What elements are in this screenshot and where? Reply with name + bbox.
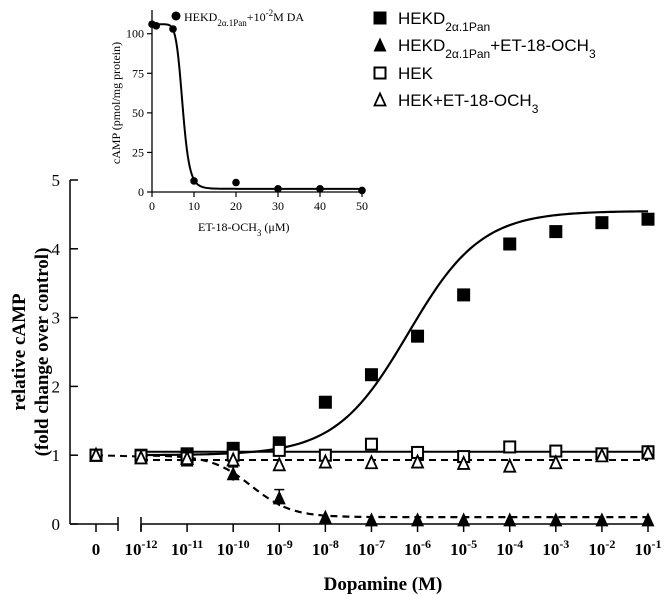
inset-y-tick-label: 0 (138, 185, 144, 199)
inset-point (274, 185, 282, 193)
y-tick-label: 1 (52, 446, 61, 465)
hek-et18-point (318, 453, 333, 469)
x-tick-label: 10-2 (588, 537, 615, 559)
hekd-et18-point (318, 509, 332, 524)
hekd-et18-point (411, 512, 425, 527)
legend-label: HEKD2α.1Pan (398, 9, 490, 34)
inset-y-tick-label: 25 (132, 145, 144, 159)
hekd-point (364, 368, 378, 382)
hek-et18-point (180, 449, 194, 466)
hek-et18-point (272, 456, 287, 472)
inset-x-tick-label: 40 (314, 199, 326, 213)
x-tick-label: 10-7 (358, 537, 385, 559)
y-tick-label: 3 (52, 309, 61, 328)
hek-et18-point (226, 451, 241, 467)
hek-et18-point (134, 449, 148, 465)
legend-marker (373, 66, 387, 80)
x-tick-label: 0 (92, 540, 101, 559)
inset-x-tick-label: 30 (272, 199, 284, 213)
inset-x-axis-label: ET-18-OCH3 (μM) (198, 220, 290, 238)
inset-point (232, 178, 240, 187)
inset-point (316, 185, 324, 193)
hek-et18-point (410, 453, 425, 469)
inset-y-axis-label: cAMP (pmol/mg protein) (109, 42, 123, 164)
zero-connector-line (95, 454, 142, 458)
hekd-et18-point (272, 490, 286, 505)
hek-point (503, 440, 517, 454)
main-chart-fit-curves (95, 210, 649, 519)
legend-marker (373, 37, 387, 52)
x-tick-label: 10-11 (171, 537, 203, 559)
y-tick-label: 0 (52, 515, 61, 534)
inset-x-tick-label: 10 (188, 199, 200, 213)
hekd-et18-point (595, 512, 609, 527)
y-axis-label: relative cAMP (9, 293, 30, 411)
hek-et18-point (502, 457, 517, 473)
legend-marker (373, 91, 387, 107)
inset-point (358, 186, 366, 195)
hek-point (272, 443, 286, 457)
hekd-point (641, 212, 655, 226)
inset-x-tick-label: 20 (230, 199, 242, 213)
hek-et18-point (641, 444, 655, 460)
hekd-et18-point (457, 512, 471, 527)
hek-point (364, 437, 378, 451)
y-tick-label: 4 (52, 240, 61, 259)
hekd-et18-point (549, 512, 563, 527)
x-tick-label: 10-9 (266, 537, 293, 559)
inset-y-tick-label: 50 (132, 106, 144, 120)
inset-point (169, 25, 177, 33)
main-chart-data-marks (89, 212, 655, 527)
y-axis-label-line2: (fold change over control) (32, 248, 53, 457)
x-tick-label: 10-3 (542, 537, 569, 559)
hekd-point (457, 288, 471, 302)
hek-et18-point-zero (89, 446, 103, 462)
y-tick-label: 2 (52, 377, 61, 396)
hekd-et18-point (641, 512, 655, 527)
hekd-point (595, 216, 609, 230)
legend-label: HEK+ET-18-OCH3 (398, 91, 539, 116)
inset-y-tick-label: 75 (132, 66, 144, 80)
hek-et18-point (456, 454, 471, 470)
x-tick-label: 10-8 (312, 537, 339, 559)
x-tick-label: 10-5 (450, 537, 477, 559)
hek-et18-point (548, 454, 563, 470)
hek-et18-point (595, 447, 609, 463)
x-tick-label: 10-10 (217, 537, 250, 559)
legend-label: HEKD2α.1Pan+ET-18-OCH3 (398, 36, 596, 61)
hekd-et18-point (226, 466, 240, 481)
x-axis-label: Dopamine (M) (324, 574, 443, 595)
x-tick-label: 10-12 (125, 537, 158, 559)
inset-point (190, 177, 198, 185)
hekd-point (318, 395, 332, 409)
x-tick-label: 10-6 (404, 537, 431, 559)
hekd-point (503, 237, 517, 251)
hekd-et18-point (503, 512, 517, 527)
hekd-point (411, 329, 425, 343)
x-tick-label: 10-4 (496, 537, 523, 559)
x-tick-label: 10-1 (635, 537, 662, 559)
inset-fit-curve (152, 23, 362, 190)
legend-label: HEK (398, 64, 434, 83)
hekd-et18-point (364, 512, 378, 527)
inset-x-tick-label: 0 (149, 199, 155, 213)
inset-chart: 0 25 50 75 100 0 10 20 30 40 50 ET-18-OCH3 (μM) cAMP… (109, 8, 368, 238)
hekd-et18-fit-curve (140, 454, 648, 519)
inset-point (152, 22, 160, 30)
legend-marker (373, 11, 387, 25)
hek-et18-point (364, 454, 379, 470)
inset-legend-marker (171, 11, 181, 21)
y-tick-label: 5 (52, 171, 61, 190)
inset-x-tick-label: 50 (356, 199, 368, 213)
hekd-fit-curve (140, 210, 649, 457)
inset-y-tick-label: 100 (126, 27, 144, 41)
inset-legend-label: HEKD2α.1Pan+10-2M DA (184, 8, 304, 28)
hekd-point (549, 225, 563, 239)
